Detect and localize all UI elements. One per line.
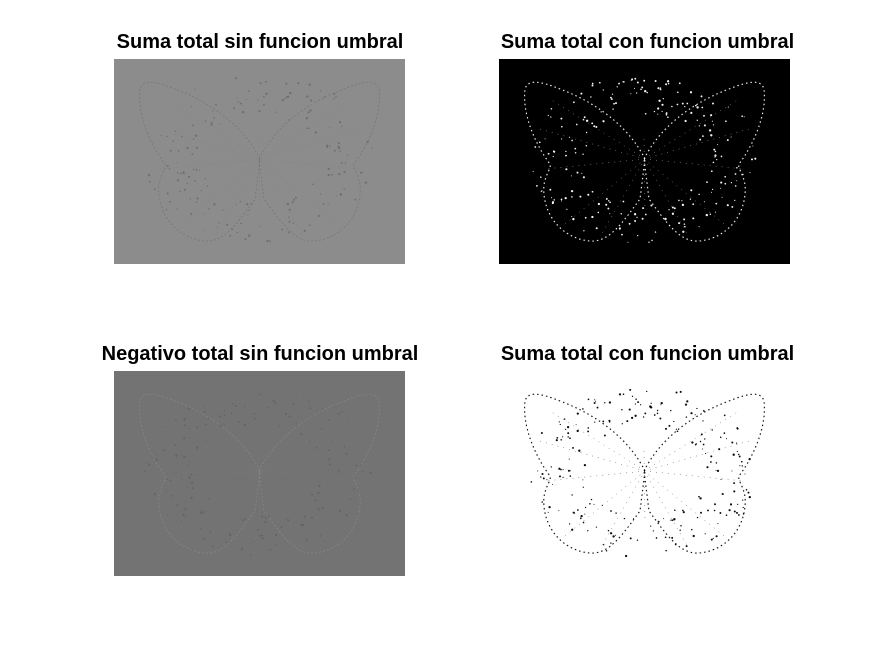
butterfly-image [499, 59, 790, 264]
panel-negative-no-threshold: Negativo total sin funcion umbral [60, 342, 460, 582]
panel-sum-with-threshold: Suma total con funcion umbral [445, 30, 850, 270]
panel-title: Suma total con funcion umbral [500, 343, 795, 365]
panel-title: Negativo total sin funcion umbral [101, 343, 419, 365]
butterfly-image [114, 59, 405, 264]
butterfly-edges [523, 77, 766, 244]
panel-sum-no-threshold: Suma total sin funcion umbral [60, 30, 460, 270]
butterfly-edges [139, 393, 380, 556]
panel-title: Suma total con funcion umbral [500, 31, 795, 53]
image-background [499, 371, 790, 576]
butterfly-image [499, 371, 790, 576]
butterfly-edges [139, 77, 380, 243]
butterfly-image [114, 371, 405, 576]
image-background [499, 59, 790, 264]
butterfly-edges [523, 388, 766, 558]
panel-title: Suma total sin funcion umbral [116, 31, 404, 53]
panel-sum-with-threshold-inverted: Suma total con funcion umbral [445, 342, 850, 582]
